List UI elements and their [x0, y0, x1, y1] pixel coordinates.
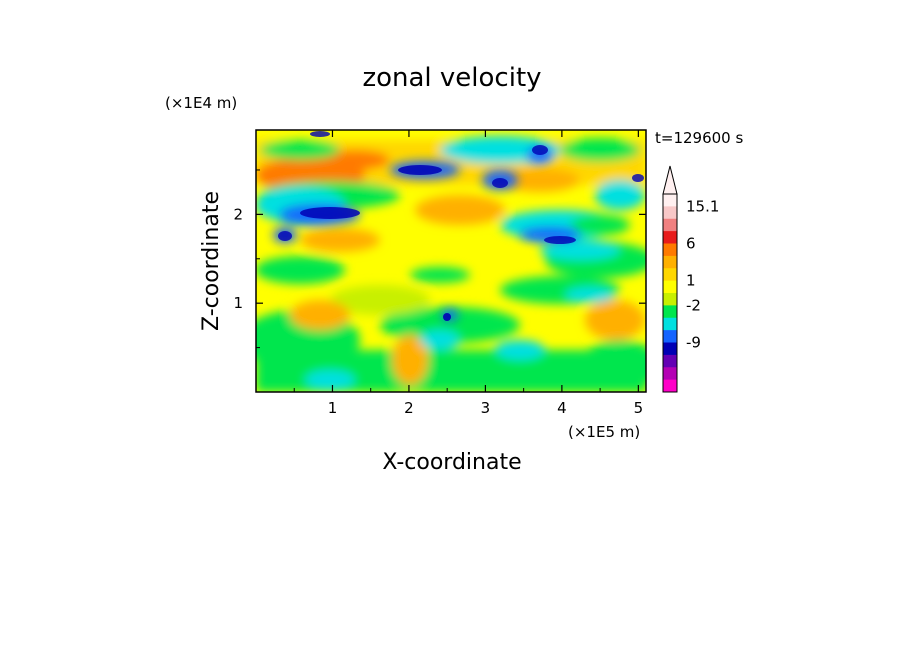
colorbar-swatch — [663, 218, 677, 232]
y-tick-label: 2 — [233, 205, 243, 223]
colorbar: 15.1 6 1 -2 -9 — [662, 165, 719, 393]
colorbar-swatch — [663, 280, 677, 294]
x-tick-label: 1 — [328, 399, 338, 417]
chart-title: zonal velocity — [362, 63, 541, 93]
x-tick-label: 2 — [404, 399, 414, 417]
colorbar-swatch — [663, 268, 677, 282]
colorbar-swatch — [663, 354, 677, 368]
colorbar-label: -9 — [686, 334, 701, 352]
colorbar-frame — [662, 193, 678, 393]
colorbar-swatch — [663, 330, 677, 343]
colorbar-swatch — [663, 342, 677, 356]
colorbar-swatch — [663, 243, 677, 257]
colorbar-swatch — [663, 379, 677, 393]
colorbar-swatch — [663, 255, 677, 269]
colorbar-swatch — [663, 194, 677, 207]
y-axis-title: Z-coordinate — [199, 191, 224, 331]
x-tick-label: 5 — [634, 399, 644, 417]
colorbar-swatch — [663, 305, 677, 319]
colorbar-swatch — [663, 367, 677, 381]
colorbar-label: -2 — [686, 296, 701, 314]
colorbar-label: 1 — [686, 272, 696, 290]
x-scale-label: (×1E5 m) — [568, 423, 640, 441]
colorbar-label: 15.1 — [686, 197, 719, 215]
x-tick-label: 4 — [557, 399, 567, 417]
x-tick-label: 3 — [481, 399, 491, 417]
colorbar-swatch — [663, 293, 677, 306]
axes: 1 2 3 4 5 1 2 — [233, 130, 646, 417]
colorbar-swatch — [663, 317, 677, 331]
colorbar-swatch — [663, 231, 677, 244]
colorbar-label: 6 — [686, 235, 696, 253]
y-tick-label: 1 — [233, 294, 243, 312]
plot-frame — [255, 129, 647, 393]
y-scale-label: (×1E4 m) — [165, 94, 237, 112]
time-label: t=129600 s — [655, 129, 743, 147]
colorbar-swatch — [663, 206, 677, 220]
contour-field — [256, 130, 646, 392]
x-axis-title: X-coordinate — [382, 450, 521, 475]
colorbar-arrow — [662, 165, 678, 195]
